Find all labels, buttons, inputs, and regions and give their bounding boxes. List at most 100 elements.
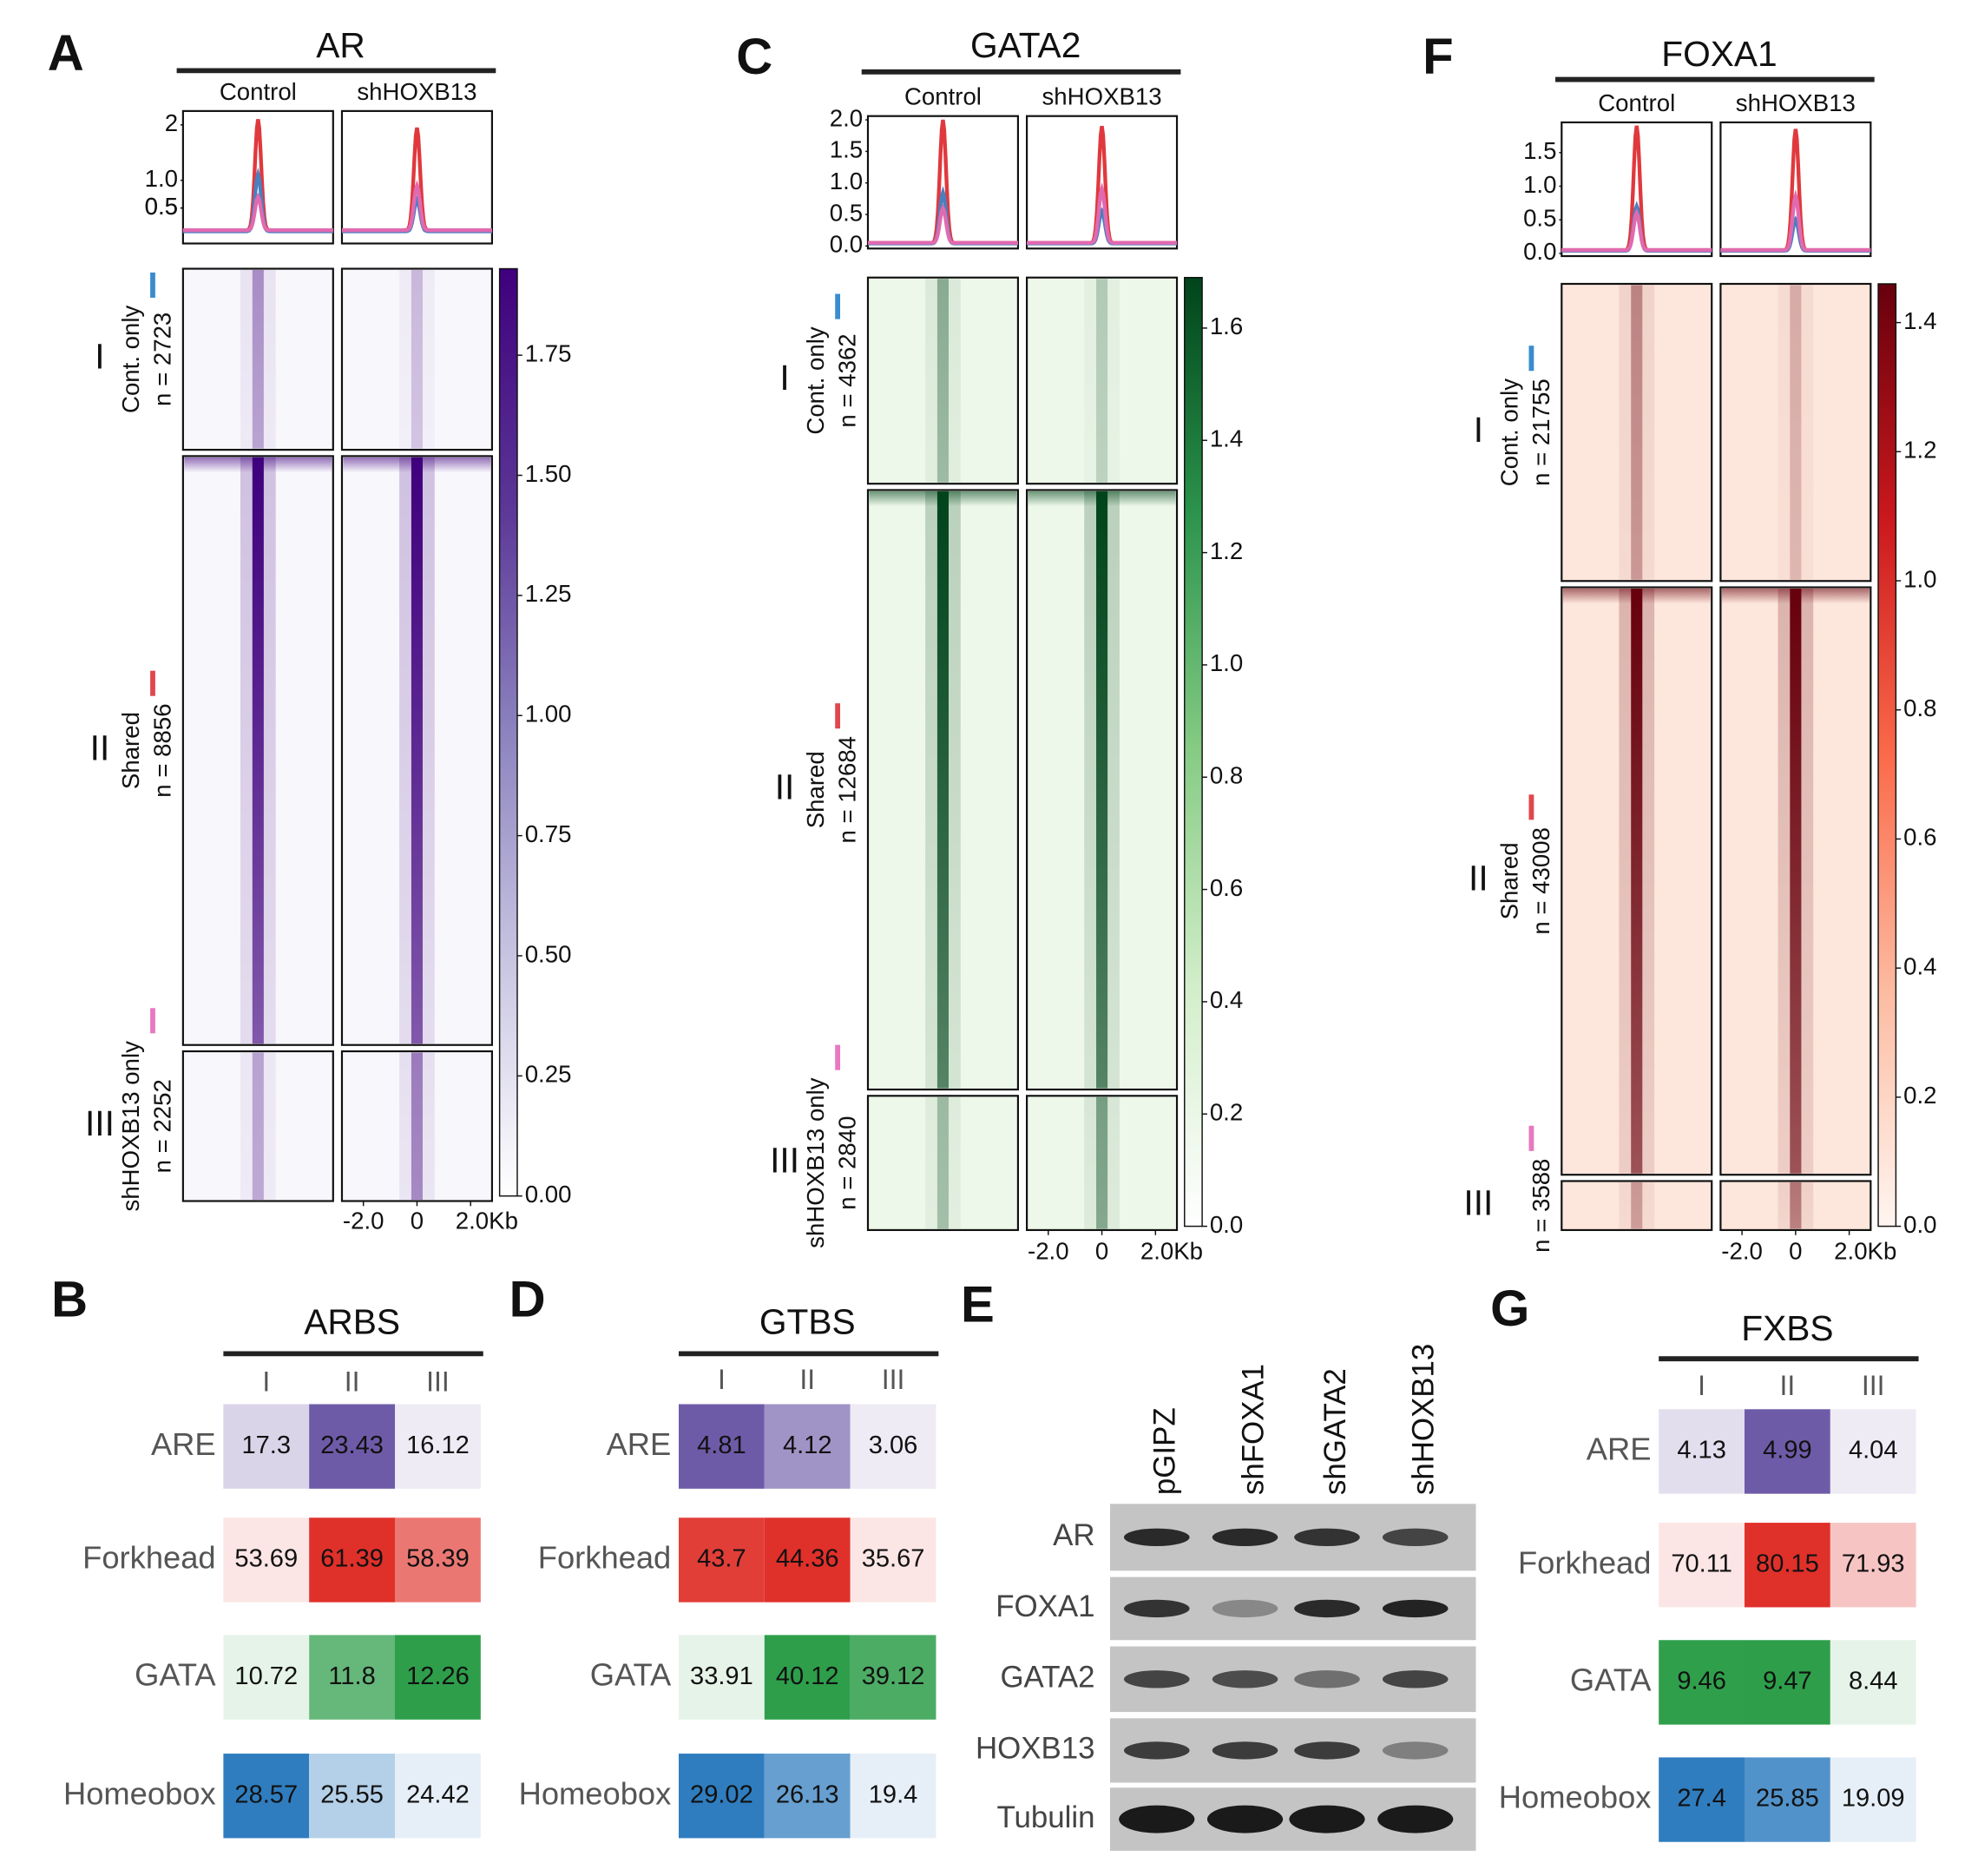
- panel-letter: A: [48, 25, 84, 82]
- signal-stripe: [411, 1052, 423, 1201]
- blot-label: Tubulin: [997, 1800, 1095, 1834]
- colorbar-label: 1.0: [1903, 565, 1936, 592]
- signal-top-band: [184, 457, 332, 473]
- cluster-name: Cont. only: [1495, 378, 1522, 487]
- panel-title: AR: [316, 25, 365, 65]
- signal-stripe: [1096, 1096, 1108, 1229]
- table-cell: [1745, 1409, 1830, 1494]
- blot-band: [1382, 1599, 1449, 1618]
- colorbar-label: 0.6: [1210, 874, 1243, 901]
- blot-band: [1119, 1805, 1195, 1833]
- cell-value: 80.15: [1756, 1550, 1819, 1577]
- table-cell: [850, 1754, 936, 1839]
- signal-stripe: [252, 457, 264, 1044]
- cluster-name: Cont. only: [802, 326, 829, 435]
- profile-frame: [1026, 115, 1179, 250]
- row-label: Homeobox: [1499, 1780, 1652, 1815]
- y-tick-label: 0.0: [830, 231, 863, 258]
- blot-label: HOXB13: [976, 1732, 1095, 1766]
- x-tick-label: -2.0: [1721, 1237, 1763, 1264]
- blot-band: [1382, 1528, 1449, 1546]
- colorbar-label: 0.6: [1903, 824, 1936, 851]
- cell-value: 28.57: [234, 1781, 298, 1808]
- cell-value: 4.04: [1849, 1437, 1898, 1465]
- blot-band: [1382, 1741, 1449, 1760]
- cluster-roman: II: [775, 767, 795, 807]
- table-cell: [764, 1635, 851, 1720]
- table-cell: [678, 1635, 765, 1720]
- cluster-name: shHOXB13 only: [802, 1077, 829, 1248]
- signal-stripe: [1790, 1182, 1802, 1229]
- table-cell: [1745, 1640, 1830, 1725]
- table-title: ARBS: [304, 1302, 400, 1342]
- column-label: II: [1780, 1370, 1796, 1401]
- cluster-name: Shared: [1495, 842, 1522, 919]
- colorbar: [1184, 276, 1203, 1228]
- column-label: III: [882, 1364, 905, 1395]
- cell-value: 16.12: [406, 1432, 470, 1459]
- cell-value: 25.85: [1756, 1785, 1819, 1813]
- cluster-size: n = 2840: [833, 1116, 860, 1209]
- y-tick-label: 1.0: [145, 165, 178, 192]
- colorbar-label: 1.4: [1903, 307, 1936, 334]
- colorbar-label: 0.8: [1210, 762, 1243, 789]
- signal-stripe: [411, 457, 423, 1044]
- panel-letter: F: [1423, 29, 1454, 85]
- profile-line: [1561, 207, 1712, 253]
- colorbar-label: 1.0: [1210, 649, 1243, 676]
- cell-value: 53.69: [234, 1545, 298, 1573]
- signal-stripe: [411, 269, 423, 449]
- cluster-roman: II: [90, 727, 110, 767]
- blot-label: GATA2: [1000, 1661, 1094, 1695]
- signal-stripe: [936, 1096, 949, 1229]
- signal-stripe: [936, 490, 949, 1089]
- cell-value: 11.8: [328, 1662, 375, 1690]
- table-cell: [395, 1517, 481, 1603]
- cell-value: 27.4: [1677, 1785, 1726, 1813]
- cell-value: 44.36: [776, 1545, 839, 1573]
- y-tick-label: 0.0: [1523, 238, 1556, 265]
- cell-value: 8.44: [1849, 1668, 1898, 1695]
- colorbar-label: 1.75: [525, 339, 572, 366]
- profile-line: [341, 195, 492, 234]
- table-cell: [1830, 1523, 1916, 1608]
- profile-frame: [340, 109, 494, 245]
- colorbar-label: 1.00: [525, 701, 572, 727]
- x-tick-label: 0: [1789, 1237, 1802, 1264]
- condition-label: shHOXB13: [357, 78, 476, 105]
- signal-top-band: [869, 490, 1017, 507]
- table-cell: [764, 1404, 851, 1489]
- profile-line: [1561, 125, 1712, 253]
- profile-line: [182, 192, 333, 233]
- colorbar-label: 0.0: [1210, 1211, 1243, 1238]
- cluster-size: n = 21755: [1528, 378, 1554, 486]
- panel-letter: D: [509, 1272, 546, 1328]
- colorbar-label: 0.00: [525, 1181, 572, 1208]
- condition-label: shHOXB13: [1042, 83, 1162, 110]
- table-cell: [850, 1404, 936, 1489]
- cell-value: 70.11: [1671, 1550, 1732, 1577]
- profile-frame: [181, 109, 334, 245]
- blot-label: FOXA1: [996, 1590, 1094, 1623]
- cell-value: 9.46: [1677, 1668, 1726, 1695]
- table-cell: [309, 1754, 396, 1839]
- cluster-roman: II: [1469, 859, 1488, 899]
- signal-stripe: [1096, 490, 1108, 1089]
- table-cell: [850, 1517, 936, 1603]
- lane-label: pGIPZ: [1148, 1407, 1182, 1495]
- cell-value: 61.39: [320, 1545, 384, 1573]
- cell-value: 26.13: [776, 1781, 839, 1808]
- signal-top-band: [1721, 588, 1870, 604]
- panel-letter: C: [736, 29, 772, 85]
- cluster-roman: III: [85, 1103, 115, 1143]
- y-tick-label: 0.5: [1523, 205, 1556, 232]
- cluster-name: shHOXB13 only: [117, 1041, 144, 1212]
- y-tick-label: 1.0: [830, 168, 863, 194]
- lane-label: shHOXB13: [1407, 1344, 1441, 1495]
- profile-line: [1027, 182, 1178, 245]
- x-tick-label: 0: [411, 1208, 424, 1234]
- blot-band: [1123, 1741, 1190, 1760]
- table-title: GTBS: [759, 1302, 856, 1342]
- table-cell: [764, 1517, 851, 1603]
